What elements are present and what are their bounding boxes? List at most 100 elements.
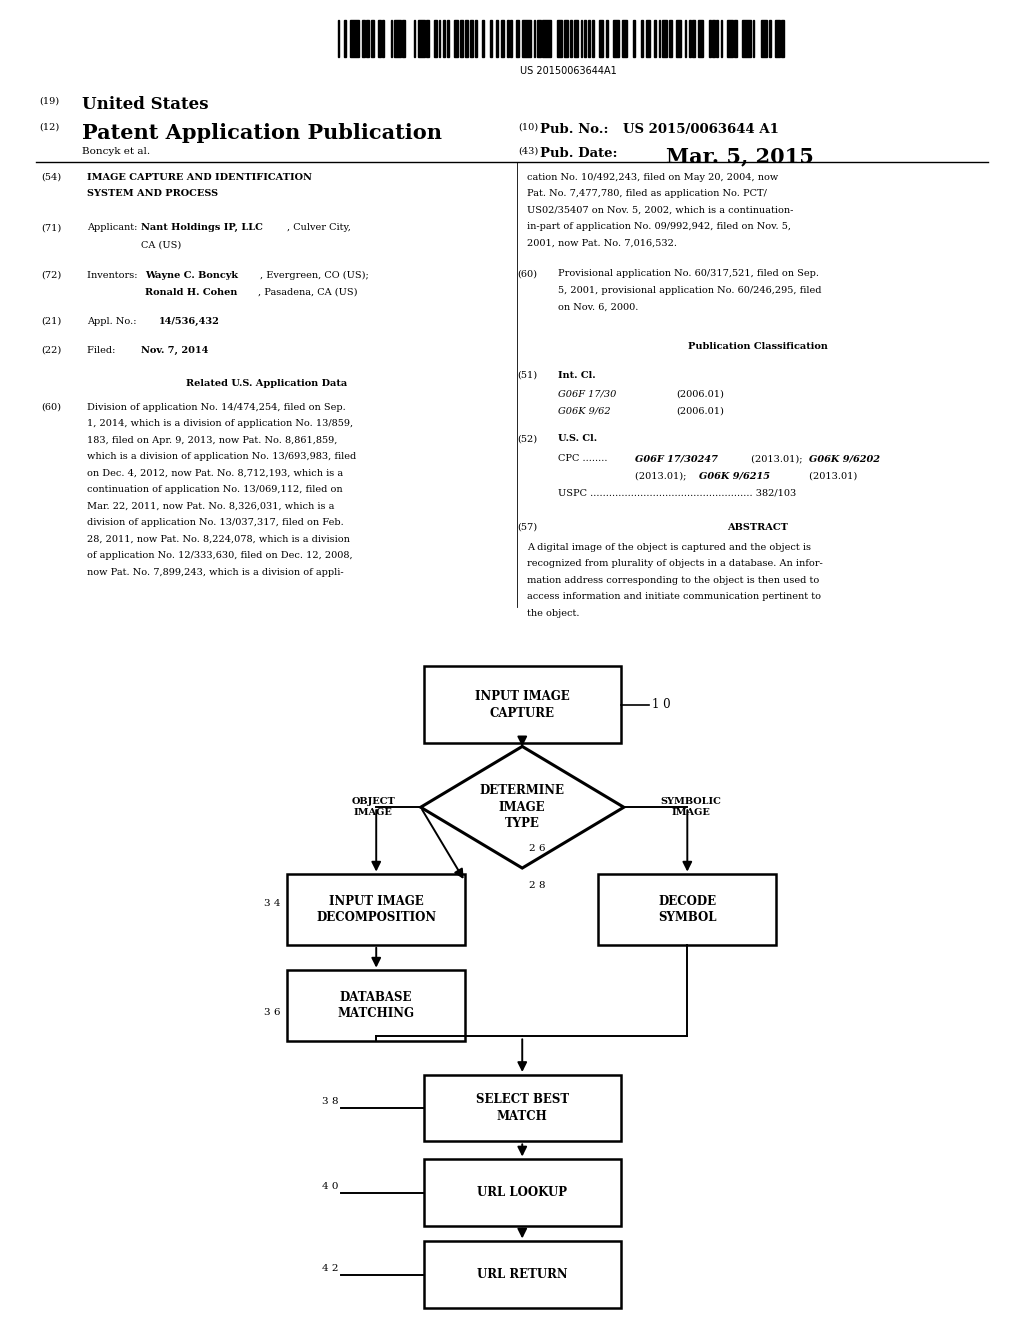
Text: Pub. No.:: Pub. No.: [540,123,608,136]
Bar [641,20,643,57]
Text: SYSTEM AND PROCESS: SYSTEM AND PROCESS [87,189,218,198]
Text: URL LOOKUP: URL LOOKUP [477,1187,567,1199]
Bar [584,20,587,57]
Bar [350,20,359,57]
Text: USPC .................................................... 382/103: USPC ...................................… [558,488,797,498]
FancyBboxPatch shape [424,1074,621,1142]
Text: 2001, now Pat. No. 7,016,532.: 2001, now Pat. No. 7,016,532. [527,239,677,248]
Bar [712,20,715,57]
Text: SYMBOLIC
IMAGE: SYMBOLIC IMAGE [660,797,721,817]
Bar [344,20,346,57]
Bar [542,20,551,57]
Bar [569,20,571,57]
Bar [685,20,686,57]
FancyBboxPatch shape [288,970,465,1041]
Text: (57): (57) [517,523,538,532]
Text: 183, filed on Apr. 9, 2013, now Pat. No. 8,861,859,: 183, filed on Apr. 9, 2013, now Pat. No.… [87,436,338,445]
Text: 4 2: 4 2 [323,1263,339,1272]
Text: IMAGE CAPTURE AND IDENTIFICATION: IMAGE CAPTURE AND IDENTIFICATION [87,173,312,182]
Text: US 20150063644A1: US 20150063644A1 [520,66,616,77]
Text: US02/35407 on Nov. 5, 2002, which is a continuation-: US02/35407 on Nov. 5, 2002, which is a c… [527,206,794,215]
Bar [454,20,458,57]
Text: 3 6: 3 6 [264,1007,281,1016]
Bar [538,20,541,57]
Bar [557,20,561,57]
Text: INPUT IMAGE
CAPTURE: INPUT IMAGE CAPTURE [475,690,569,719]
Bar [589,20,590,57]
Bar [606,20,608,57]
Bar [623,20,627,57]
Text: A digital image of the object is captured and the object is: A digital image of the object is capture… [527,543,811,552]
Text: continuation of application No. 13/069,112, filed on: continuation of application No. 13/069,1… [87,486,343,494]
Bar [663,20,667,57]
Bar [781,20,784,57]
Bar [592,20,594,57]
Bar [522,20,530,57]
Text: (22): (22) [41,346,61,355]
Text: (2006.01): (2006.01) [676,407,724,416]
Text: (60): (60) [41,403,61,412]
Bar [382,20,384,57]
Text: (51): (51) [517,371,538,380]
Bar [645,20,650,57]
Bar [669,20,672,57]
Bar [371,20,374,57]
Text: 1, 2014, which is a division of application No. 13/859,: 1, 2014, which is a division of applicat… [87,420,353,428]
FancyBboxPatch shape [424,1159,621,1226]
Text: Boncyk et al.: Boncyk et al. [82,147,151,156]
Text: 3 8: 3 8 [323,1097,339,1106]
Bar [394,20,400,57]
Bar [775,20,779,57]
Text: Wayne C. Boncyk: Wayne C. Boncyk [145,271,239,280]
Text: (52): (52) [517,434,538,444]
Bar [612,20,620,57]
Text: (43): (43) [518,147,539,156]
Bar [516,20,519,57]
Bar [721,20,722,57]
Text: Inventors:: Inventors: [87,271,140,280]
Text: SELECT BEST
MATCH: SELECT BEST MATCH [476,1093,568,1123]
Bar [753,20,755,57]
Bar [490,20,492,57]
Text: Appl. No.:: Appl. No.: [87,317,139,326]
Text: on Dec. 4, 2012, now Pat. No. 8,712,193, which is a: on Dec. 4, 2012, now Pat. No. 8,712,193,… [87,469,343,478]
Text: (54): (54) [41,173,61,182]
Text: (2013.01);: (2013.01); [635,471,689,480]
Bar [362,20,366,57]
Bar [741,20,751,57]
Bar [367,20,369,57]
Text: OBJECT
IMAGE: OBJECT IMAGE [351,797,395,817]
Text: division of application No. 13/037,317, filed on Feb.: division of application No. 13/037,317, … [87,519,344,527]
Bar [658,20,660,57]
Text: cation No. 10/492,243, filed on May 20, 2004, now: cation No. 10/492,243, filed on May 20, … [527,173,778,182]
Text: mation address corresponding to the object is then used to: mation address corresponding to the obje… [527,576,819,585]
Bar [507,20,509,57]
Text: in-part of application No. 09/992,942, filed on Nov. 5,: in-part of application No. 09/992,942, f… [527,223,792,231]
FancyBboxPatch shape [424,667,621,743]
Text: 2 8: 2 8 [528,880,545,890]
Text: Related U.S. Application Data: Related U.S. Application Data [185,379,347,388]
Bar [734,20,737,57]
Bar [465,20,468,57]
Text: (21): (21) [41,317,61,326]
Text: (10): (10) [518,123,539,132]
Bar [426,20,429,57]
Text: U.S. Cl.: U.S. Cl. [558,434,597,444]
Bar [581,20,582,57]
Text: Provisional application No. 60/317,521, filed on Sep.: Provisional application No. 60/317,521, … [558,269,819,279]
Text: (2006.01): (2006.01) [676,389,724,399]
Text: 2 6: 2 6 [528,845,545,853]
Bar [439,20,440,57]
Text: now Pat. No. 7,899,243, which is a division of appli-: now Pat. No. 7,899,243, which is a divis… [87,568,344,577]
Bar [501,20,504,57]
Bar [434,20,437,57]
Text: G06F 17/30: G06F 17/30 [558,389,616,399]
Text: United States: United States [82,96,209,114]
Bar [574,20,579,57]
Bar [378,20,381,57]
Text: (72): (72) [41,271,61,280]
Text: US 2015/0063644 A1: US 2015/0063644 A1 [623,123,778,136]
Text: 5, 2001, provisional application No. 60/246,295, filed: 5, 2001, provisional application No. 60/… [558,286,821,294]
Text: (12): (12) [39,123,59,132]
Bar [414,20,416,57]
